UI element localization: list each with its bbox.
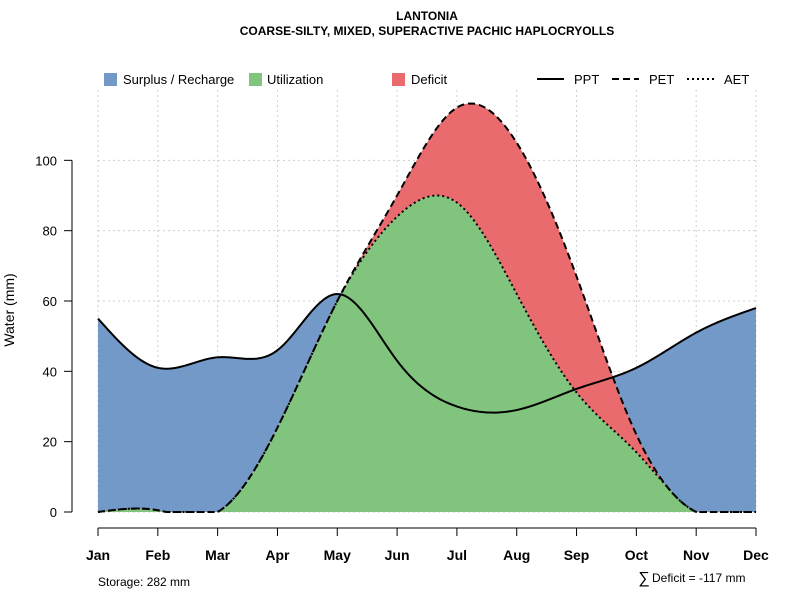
x-tick-label: Jun xyxy=(385,547,410,563)
deficit-sum-symbol: ∑ xyxy=(638,570,649,587)
y-tick-label: 100 xyxy=(35,153,57,168)
x-tick-label: Sep xyxy=(564,547,590,563)
legend-label-ppt: PPT xyxy=(574,72,599,87)
storage-annotation: Storage: 282 mm xyxy=(98,575,190,589)
series-lines xyxy=(97,102,757,513)
legend-label-aet: AET xyxy=(724,72,749,87)
chart-subtitle: COARSE-SILTY, MIXED, SUPERACTIVE PACHIC … xyxy=(240,24,614,38)
x-tick-label: Aug xyxy=(503,547,530,563)
legend-label-utilization: Utilization xyxy=(267,72,323,87)
utilization-area xyxy=(98,195,756,512)
legend-label-surplus: Surplus / Recharge xyxy=(123,72,234,87)
y-tick-label: 20 xyxy=(43,435,57,450)
y-tick-label: 80 xyxy=(43,224,57,239)
deficit-annotation: Deficit = -117 mm xyxy=(652,571,745,585)
x-tick-label: Oct xyxy=(625,547,649,563)
y-tick-label: 0 xyxy=(50,505,57,520)
x-tick-label: Nov xyxy=(683,547,710,563)
pet-line xyxy=(97,102,756,513)
legend-swatch-deficit xyxy=(392,73,405,86)
area-fills xyxy=(98,103,756,512)
y-tick-label: 40 xyxy=(43,364,57,379)
x-tick-label: Jan xyxy=(86,547,110,563)
x-tick-label: Mar xyxy=(205,547,230,563)
legend: Surplus / Recharge Utilization Deficit P… xyxy=(104,72,749,87)
y-axis-label: Water (mm) xyxy=(1,273,17,346)
x-tick-label: Apr xyxy=(265,547,290,563)
y-tick-label: 60 xyxy=(43,294,57,309)
legend-label-deficit: Deficit xyxy=(411,72,448,87)
legend-swatch-utilization xyxy=(249,73,262,86)
x-tick-label: Dec xyxy=(743,547,769,563)
chart-title: LANTONIA xyxy=(396,9,458,23)
x-tick-label: Feb xyxy=(145,547,170,563)
legend-swatch-surplus xyxy=(104,73,117,86)
x-tick-label: Jul xyxy=(447,547,467,563)
axes: 0 20 40 60 80 100 Jan Feb Mar Apr May Jun Jul Aug Sep O… xyxy=(35,153,769,563)
ppt-line xyxy=(97,292,757,414)
x-tick-label: May xyxy=(324,547,351,563)
legend-label-pet: PET xyxy=(649,72,674,87)
